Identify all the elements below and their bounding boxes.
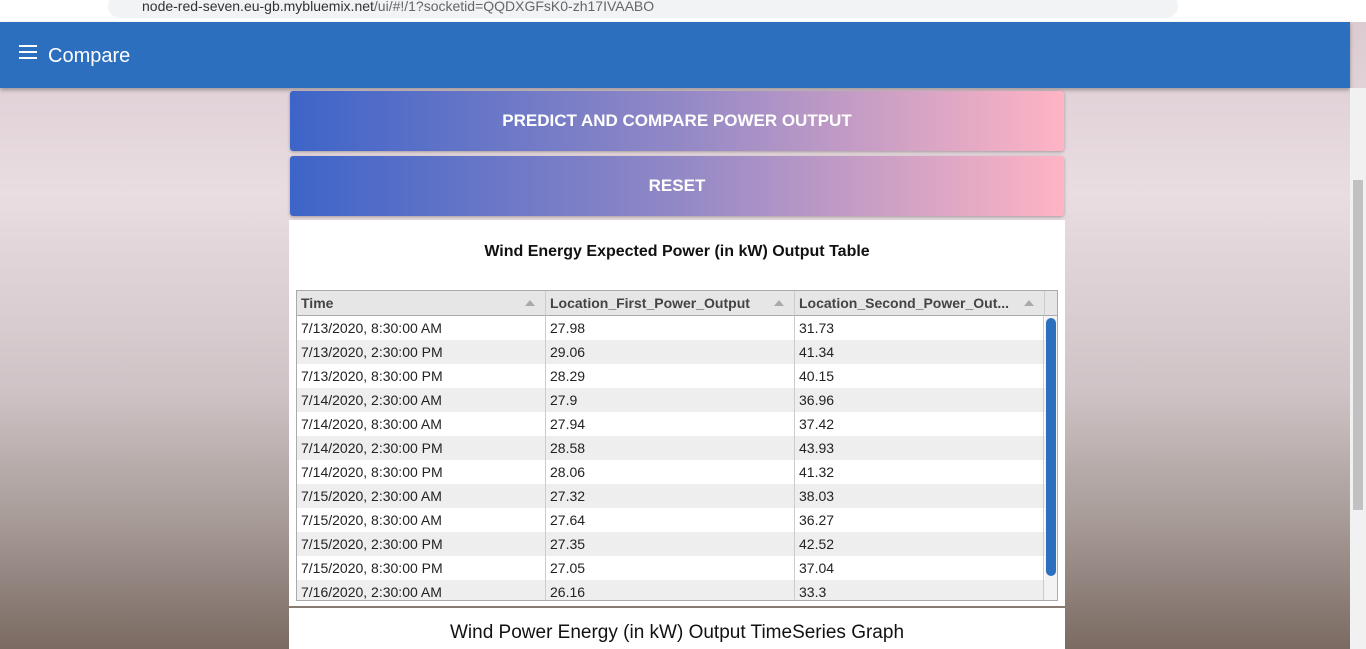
table-cell: 27.35 [546,532,795,556]
reset-button[interactable]: RESET [290,156,1064,216]
table-cell: 41.34 [795,340,1044,364]
table-row[interactable]: 7/14/2020, 2:30:00 PM 28.58 43.93 [297,436,1045,460]
table-cell: 7/14/2020, 2:30:00 AM [297,388,546,412]
table-cell: 27.32 [546,484,795,508]
table-row[interactable]: 7/13/2020, 2:30:00 PM 29.06 41.34 [297,340,1045,364]
table-cell: 7/15/2020, 8:30:00 PM [297,556,546,580]
table-cell: 31.73 [795,316,1044,340]
app-header: Compare [0,22,1350,88]
table-row[interactable]: 7/14/2020, 8:30:00 AM 27.94 37.42 [297,412,1045,436]
table-cell: 28.06 [546,460,795,484]
table-cell: 36.96 [795,388,1044,412]
table-cell: 28.58 [546,436,795,460]
table-title: Wind Energy Expected Power (in kW) Outpu… [484,243,870,260]
graph-title: Wind Power Energy (in kW) Output TimeSer… [449,622,905,643]
table-cell: 27.05 [546,556,795,580]
table-cell: 28.29 [546,364,795,388]
table-row[interactable]: 7/14/2020, 8:30:00 PM 28.06 41.32 [297,460,1045,484]
table-cell: 38.03 [795,484,1044,508]
column-header[interactable]: Location_First_Power_Output [546,291,795,316]
table-cell: 27.94 [546,412,795,436]
browser-bar: node-red-seven.eu-gb.mybluemix.net/ui/#!… [0,0,1366,22]
table-row[interactable]: 7/13/2020, 8:30:00 AM 27.98 31.73 [297,316,1045,340]
table-cell: 37.42 [795,412,1044,436]
table-row[interactable]: 7/16/2020, 2:30:00 AM 26.16 33.3 [297,580,1045,600]
url-host: node-red-seven.eu-gb.mybluemix.net [142,0,374,14]
table-row[interactable]: 7/15/2020, 8:30:00 AM 27.64 36.27 [297,508,1045,532]
table-cell: 27.9 [546,388,795,412]
table-cell: 42.52 [795,532,1044,556]
graph-card: Wind Power Energy (in kW) Output TimeSer… [289,608,1065,649]
table-cell: 7/13/2020, 2:30:00 PM [297,340,546,364]
table-cell: 40.15 [795,364,1044,388]
scroll-thumb[interactable] [1353,180,1363,510]
column-header[interactable]: Time [297,291,546,316]
table-cell: 37.04 [795,556,1044,580]
table-cell: 7/13/2020, 8:30:00 AM [297,316,546,340]
url-path: /ui/#!/1?socketid=QQDXGFsK0-zh17IVAABO [373,0,655,14]
table-cell: 7/16/2020, 2:30:00 AM [297,580,546,600]
table-cell: 26.16 [546,580,795,600]
table-cell: 27.64 [546,508,795,532]
table-cell: 7/13/2020, 8:30:00 PM [297,364,546,388]
table-cell: 7/14/2020, 8:30:00 PM [297,460,546,484]
address-bar[interactable]: node-red-seven.eu-gb.mybluemix.net/ui/#!… [108,0,1178,18]
scroll-thumb[interactable] [1046,318,1056,576]
predict-button[interactable]: PREDICT AND COMPARE POWER OUTPUT [290,91,1064,151]
table-cell: 7/15/2020, 2:30:00 AM [297,484,546,508]
table-row[interactable]: 7/15/2020, 2:30:00 PM 27.35 42.52 [297,532,1045,556]
table-cell: 7/14/2020, 2:30:00 PM [297,436,546,460]
table-scrollbar[interactable] [1045,316,1057,600]
table-cell: 41.32 [795,460,1044,484]
table-row[interactable]: 7/15/2020, 8:30:00 PM 27.05 37.04 [297,556,1045,580]
column-header[interactable]: Location_Second_Power_Out... [795,291,1045,316]
table-cell: 33.3 [795,580,1044,600]
table-cell: 36.27 [795,508,1044,532]
table-cell: 43.93 [795,436,1044,460]
table-row[interactable]: 7/15/2020, 2:30:00 AM 27.32 38.03 [297,484,1045,508]
header-title: Compare [48,45,131,67]
table-cell: 7/15/2020, 2:30:00 PM [297,532,546,556]
page-scrollbar[interactable] [1350,88,1366,649]
table-cell: 7/14/2020, 8:30:00 AM [297,412,546,436]
table-cell: 27.98 [546,316,795,340]
table-row[interactable]: 7/13/2020, 8:30:00 PM 28.29 40.15 [297,364,1045,388]
menu-button[interactable] [19,51,37,53]
table-cell: 7/15/2020, 8:30:00 AM [297,508,546,532]
table-cell: 29.06 [546,340,795,364]
table-row[interactable]: 7/14/2020, 2:30:00 AM 27.9 36.96 [297,388,1045,412]
data-table: Time Location_First_Power_Output Location_… [296,290,1058,601]
header-filler [1045,291,1057,316]
